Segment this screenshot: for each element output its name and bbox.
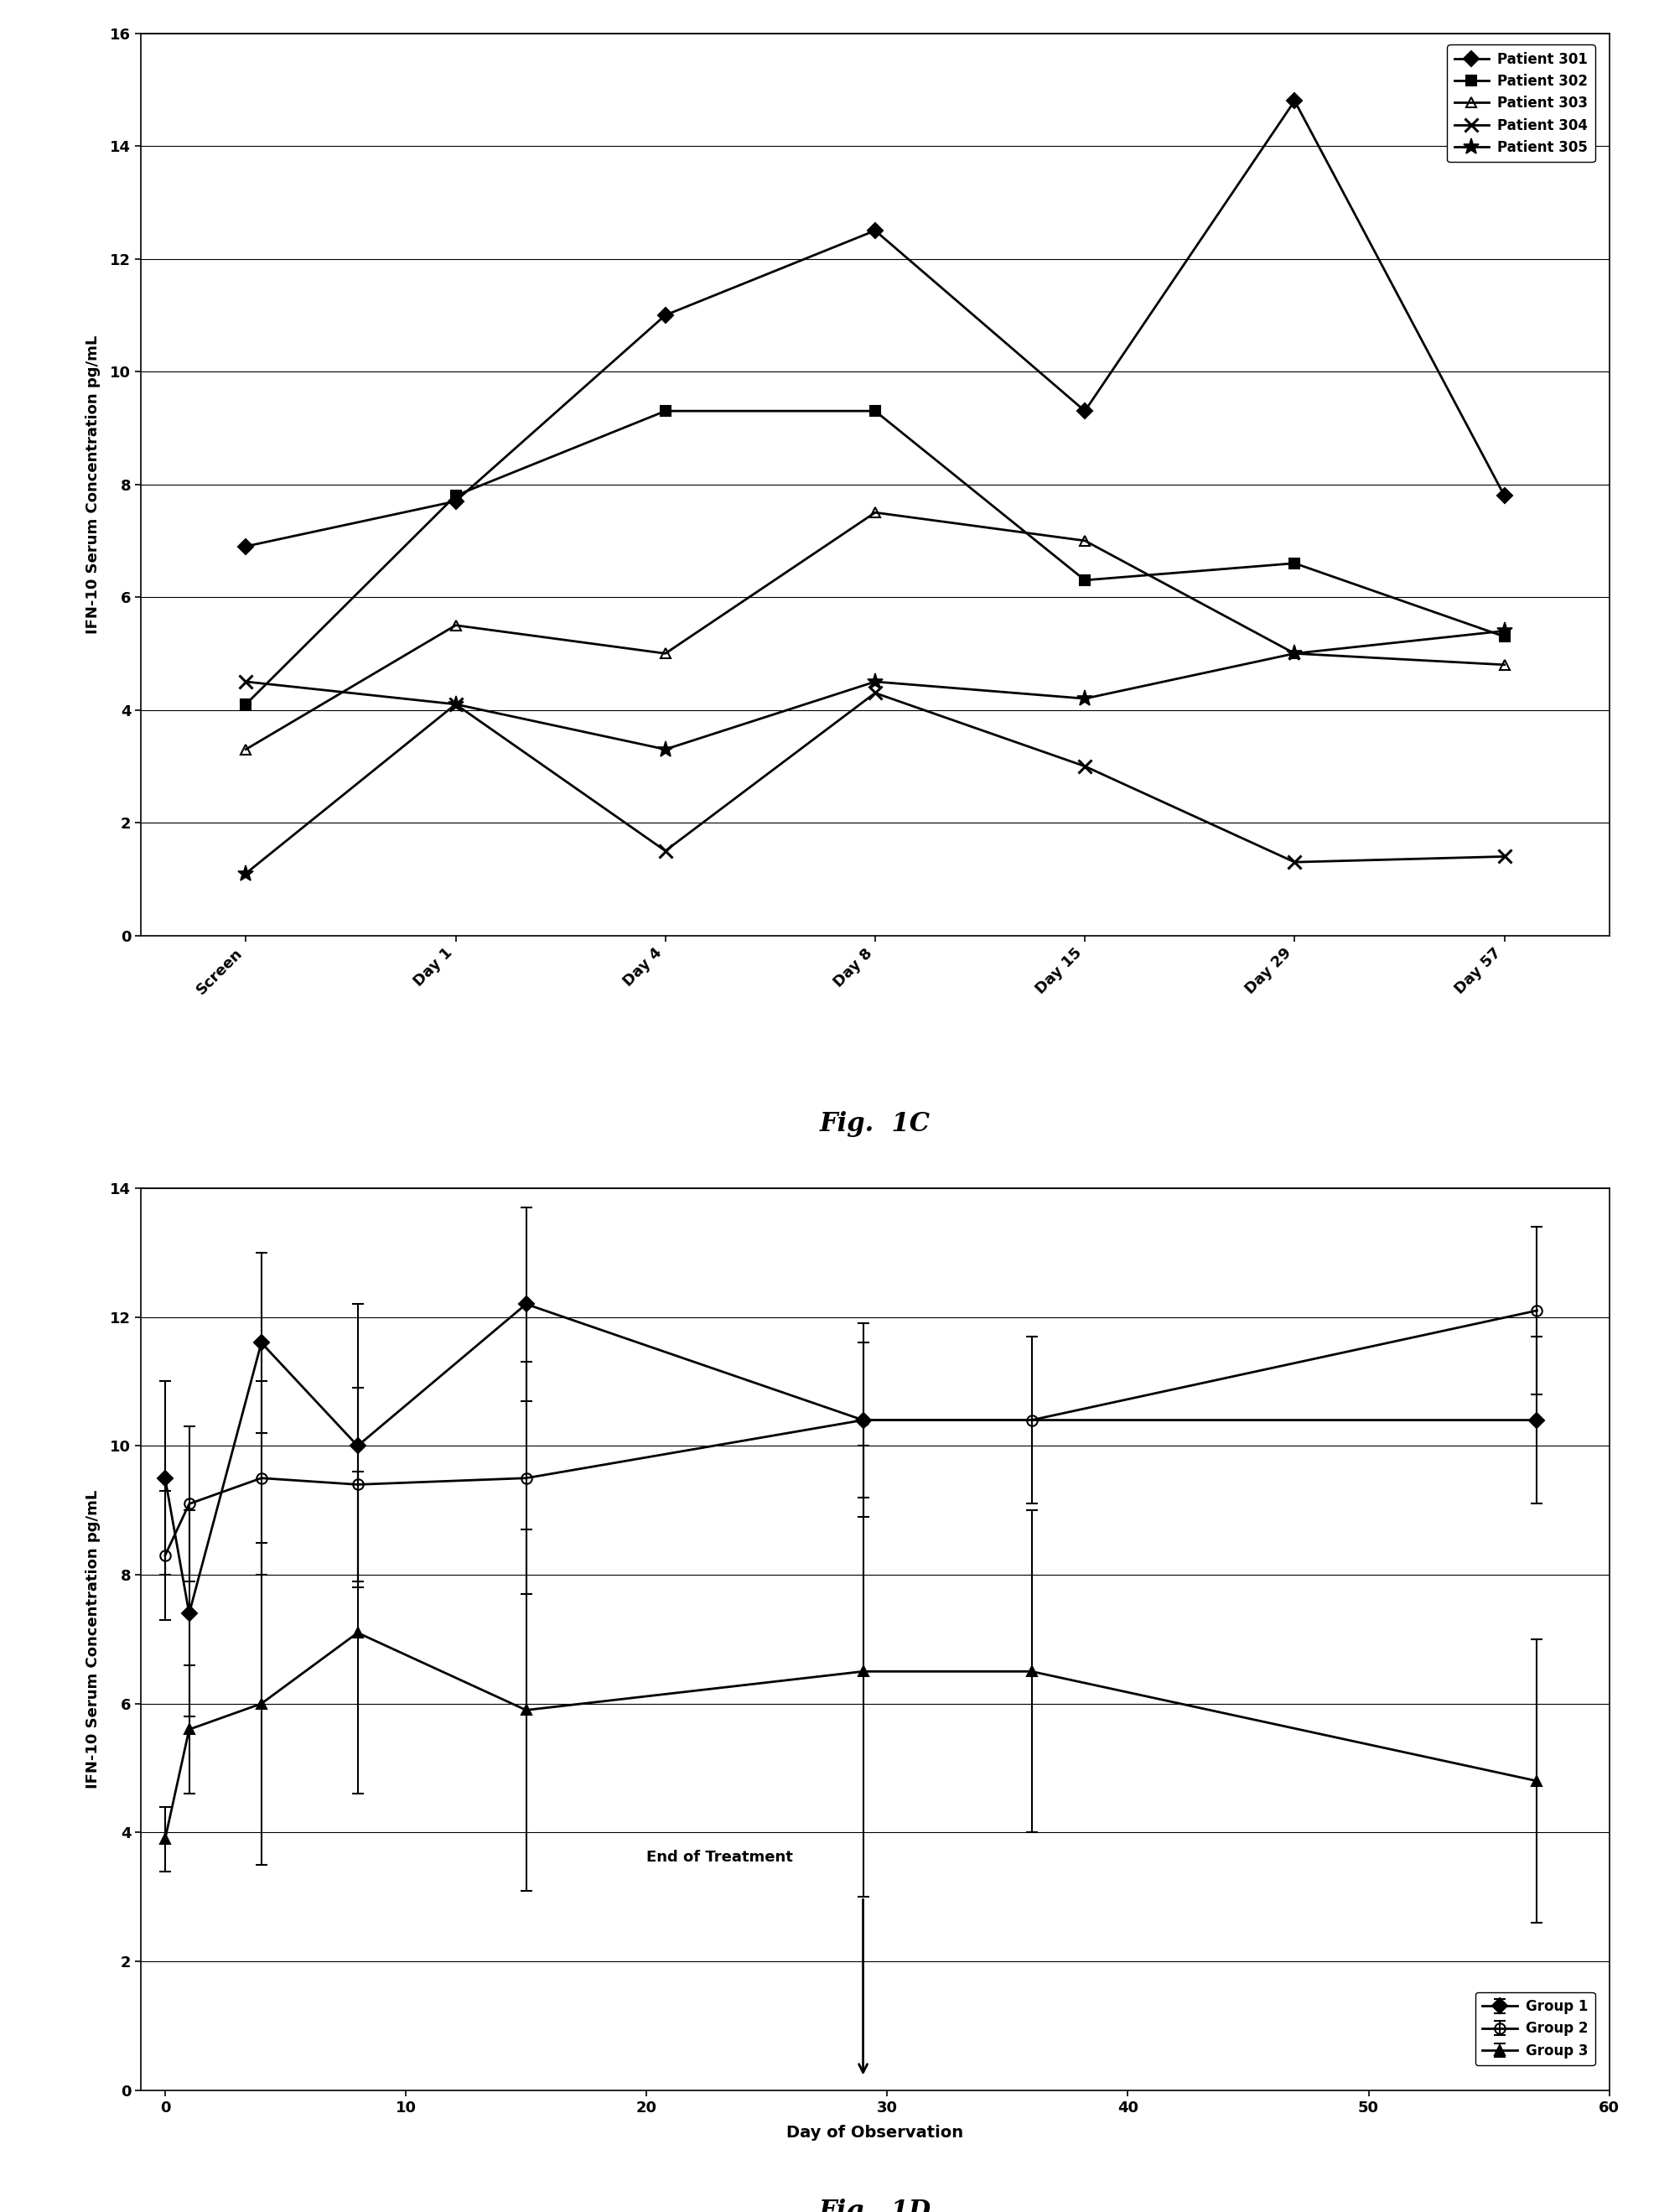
Patient 305 [1495,617,1515,644]
Y-axis label: IFN-10 Serum Concentration pg/mL: IFN-10 Serum Concentration pg/mL [86,334,101,633]
Text: Fig.  1C: Fig. 1C [820,1110,931,1137]
X-axis label: Day of Observation: Day of Observation [786,2126,964,2141]
Patient 304 [1495,843,1515,869]
Patient 304 [1075,752,1095,779]
Patient 302 [655,398,675,425]
Patient 302 [1495,624,1515,650]
Patient 303 [866,500,886,526]
Legend: Patient 301, Patient 302, Patient 303, Patient 304, Patient 305: Patient 301, Patient 302, Patient 303, P… [1447,44,1594,161]
Line: Patient 305: Patient 305 [237,624,1513,883]
Patient 301 [1495,482,1515,509]
Y-axis label: IFN-10 Serum Concentration pg/mL: IFN-10 Serum Concentration pg/mL [86,1491,101,1790]
Line: Patient 301: Patient 301 [241,95,1510,551]
Text: Fig.  1D: Fig. 1D [820,2199,931,2212]
Patient 305 [236,860,255,887]
Patient 303 [1495,653,1515,679]
Patient 302 [446,482,466,509]
Patient 304 [655,838,675,865]
Line: Patient 303: Patient 303 [241,507,1510,754]
Patient 301 [1075,398,1095,425]
Patient 302 [1075,566,1095,593]
Patient 302 [1284,551,1304,577]
Patient 301 [655,301,675,327]
Patient 305 [866,668,886,695]
Patient 305 [1284,639,1304,666]
Patient 301 [1284,88,1304,115]
Patient 305 [655,737,675,763]
Patient 301 [236,533,255,560]
Patient 303 [1075,526,1095,553]
Patient 303 [236,737,255,763]
Patient 301 [446,489,466,515]
Legend: Group 1, Group 2, Group 3: Group 1, Group 2, Group 3 [1475,1993,1594,2066]
Text: End of Treatment: End of Treatment [647,1849,793,1865]
Patient 304 [236,668,255,695]
Patient 303 [655,639,675,666]
Patient 304 [446,690,466,717]
Patient 305 [446,690,466,717]
Patient 302 [866,398,886,425]
Patient 304 [1284,849,1304,876]
Patient 303 [446,613,466,639]
Patient 302 [236,690,255,717]
Line: Patient 302: Patient 302 [241,405,1510,710]
Patient 301 [866,217,886,243]
Line: Patient 304: Patient 304 [239,675,1511,869]
Patient 303 [1284,639,1304,666]
Patient 305 [1075,686,1095,712]
Patient 304 [866,679,886,706]
